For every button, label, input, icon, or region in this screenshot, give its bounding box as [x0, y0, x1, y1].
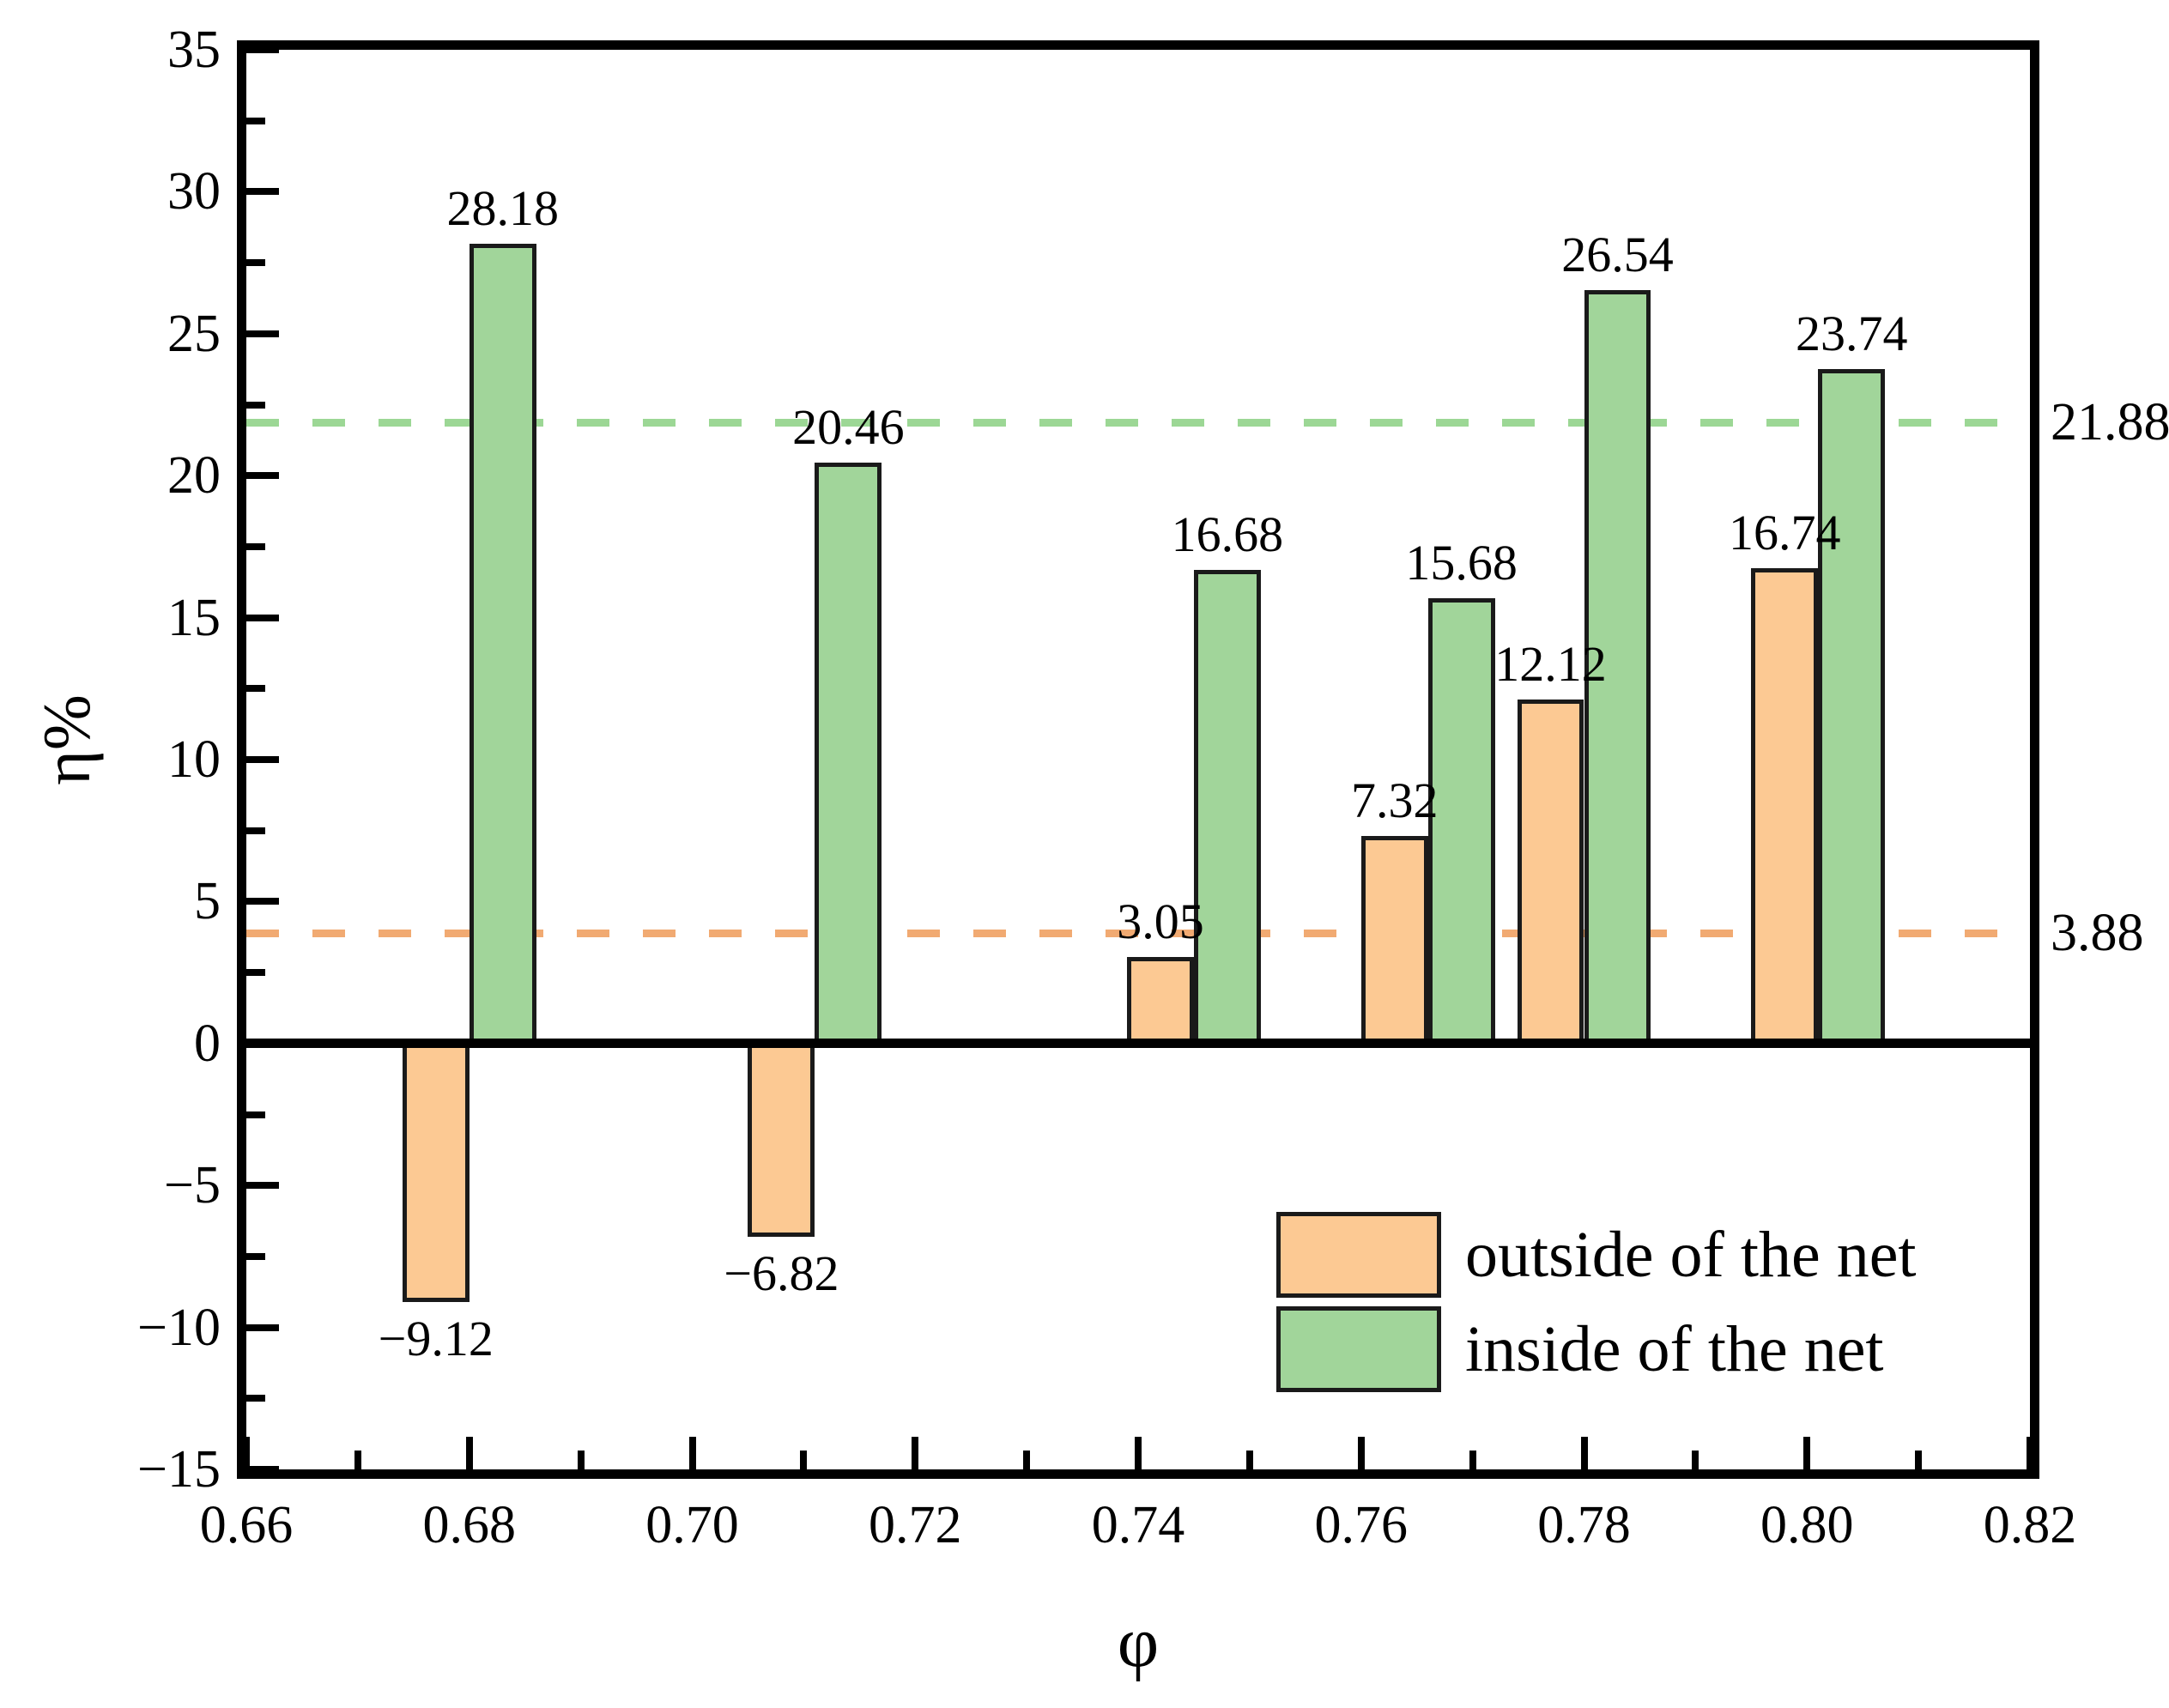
y-minor-tick: [246, 1252, 265, 1260]
x-axis-label: φ: [1117, 1602, 1160, 1682]
bar-inside-of-the-net: [469, 243, 536, 1044]
bar-inside-of-the-net: [1193, 570, 1261, 1044]
x-tick-label: 0.70: [645, 1496, 739, 1554]
mean-reference-label: 3.88: [2051, 904, 2144, 963]
y-tick-label: 15: [167, 588, 221, 647]
x-major-tick: [1580, 1437, 1588, 1469]
bar-value-label: 12.12: [1494, 635, 1607, 692]
x-major-tick: [1357, 1437, 1365, 1469]
legend: outside of the net inside of the net: [1276, 1212, 1917, 1401]
x-minor-tick: [1469, 1451, 1476, 1469]
y-major-tick: [246, 46, 279, 53]
y-tick-label: 30: [167, 162, 221, 221]
x-minor-tick: [1915, 1451, 1923, 1469]
bar-outside-of-the-net: [402, 1043, 470, 1303]
x-minor-tick: [1692, 1451, 1699, 1469]
x-major-tick: [243, 1437, 250, 1469]
plot-area-border: [237, 40, 2039, 1479]
y-tick-label: 10: [167, 730, 221, 789]
x-minor-tick: [354, 1451, 361, 1469]
mean-reference-label: 21.88: [2051, 393, 2169, 451]
x-major-tick: [912, 1437, 919, 1469]
bar-value-label: 26.54: [1561, 226, 1674, 282]
bar-value-label: 20.46: [792, 398, 905, 455]
y-tick-label: −15: [137, 1440, 221, 1499]
x-major-tick: [465, 1437, 473, 1469]
y-major-tick: [246, 1039, 279, 1047]
x-major-tick: [1135, 1437, 1142, 1469]
bar-value-label: −9.12: [378, 1311, 494, 1367]
x-tick-label: 0.82: [1983, 1496, 2077, 1554]
bar-value-label: −6.82: [724, 1245, 839, 1302]
bar-outside-of-the-net: [748, 1043, 815, 1238]
y-tick-label: 0: [194, 1014, 221, 1073]
y-major-tick: [246, 330, 279, 337]
x-major-tick: [688, 1437, 696, 1469]
legend-row: outside of the net: [1276, 1212, 1917, 1298]
bar-inside-of-the-net: [1427, 598, 1495, 1044]
y-minor-tick: [246, 259, 265, 267]
x-major-tick: [2027, 1437, 2033, 1469]
mean-reference-line: [246, 418, 2030, 427]
x-minor-tick: [1023, 1451, 1031, 1469]
y-major-tick: [246, 756, 279, 763]
y-minor-tick: [246, 685, 265, 693]
y-major-tick: [246, 898, 279, 905]
y-tick-label: −10: [137, 1298, 221, 1357]
y-major-tick: [246, 1466, 279, 1473]
y-minor-tick: [246, 827, 265, 834]
mean-reference-line: [246, 929, 2030, 937]
bar-value-label: 23.74: [1795, 306, 1908, 362]
x-tick-label: 0.78: [1537, 1496, 1631, 1554]
x-minor-tick: [800, 1451, 808, 1469]
y-major-tick: [246, 1323, 279, 1331]
legend-swatch: [1276, 1306, 1441, 1392]
bar-inside-of-the-net: [815, 462, 882, 1044]
y-tick-label: 5: [194, 872, 221, 931]
x-tick-label: 0.74: [1091, 1496, 1185, 1554]
y-major-tick: [246, 614, 279, 621]
x-minor-tick: [1245, 1451, 1253, 1469]
bar-value-label: 16.74: [1729, 505, 1841, 561]
y-minor-tick: [246, 969, 265, 977]
y-tick-label: −5: [164, 1156, 221, 1215]
bar-outside-of-the-net: [1360, 835, 1428, 1044]
bar-value-label: 28.18: [446, 179, 559, 236]
x-tick-label: 0.76: [1314, 1496, 1409, 1554]
legend-swatch: [1276, 1212, 1441, 1298]
x-major-tick: [1803, 1437, 1811, 1469]
x-tick-label: 0.66: [199, 1496, 294, 1554]
y-tick-label: 20: [167, 446, 221, 506]
y-axis-label: η%: [29, 694, 104, 785]
bar-value-label: 15.68: [1405, 535, 1518, 591]
y-major-tick: [246, 188, 279, 196]
bar-value-label: 7.32: [1350, 772, 1439, 828]
y-minor-tick: [246, 1395, 265, 1402]
bar-outside-of-the-net: [1127, 956, 1194, 1044]
legend-label: outside of the net: [1465, 1219, 1917, 1291]
y-major-tick: [246, 1182, 279, 1190]
bar-value-label: 16.68: [1171, 506, 1284, 563]
x-tick-label: 0.68: [422, 1496, 517, 1554]
y-tick-label: 35: [167, 21, 221, 79]
x-minor-tick: [577, 1451, 585, 1469]
y-tick-label: 25: [167, 304, 221, 363]
y-minor-tick: [246, 117, 265, 124]
bar-outside-of-the-net: [1751, 568, 1819, 1044]
x-tick-label: 0.72: [869, 1496, 962, 1554]
y-minor-tick: [246, 401, 265, 409]
legend-label: inside of the net: [1465, 1313, 1884, 1385]
x-tick-label: 0.80: [1760, 1496, 1854, 1554]
y-minor-tick: [246, 1111, 265, 1118]
y-minor-tick: [246, 542, 265, 550]
bar-value-label: 3.05: [1117, 893, 1204, 949]
zero-axis-line: [246, 1039, 2030, 1049]
bar-outside-of-the-net: [1517, 699, 1584, 1044]
y-major-tick: [246, 472, 279, 480]
bar-inside-of-the-net: [1818, 369, 1886, 1044]
legend-row: inside of the net: [1276, 1306, 1917, 1392]
